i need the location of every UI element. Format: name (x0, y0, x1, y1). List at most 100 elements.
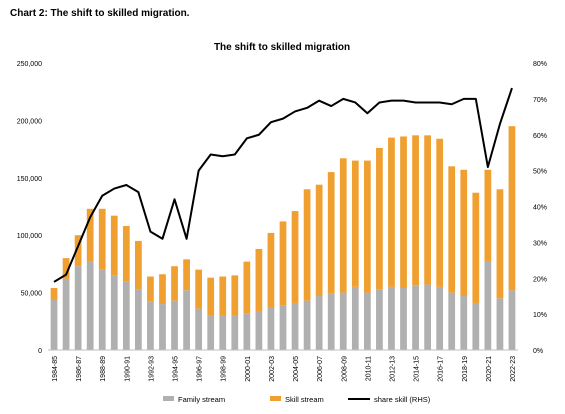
bar-skill-stream (159, 274, 166, 305)
bar-skill-stream (255, 248, 263, 311)
y-right-tick-label: 60% (533, 133, 547, 140)
bar-family-stream (376, 289, 383, 350)
bar-skill-stream (327, 172, 335, 294)
bar-skill-stream (50, 288, 58, 300)
x-axis: 1984-85 1986-87 1988-89 1990-91 1992-93 1994-… (52, 356, 517, 382)
bar-skill-stream (388, 137, 395, 287)
y-right-axis: 0% 10% 20% 30% 40% 50% 60% 70% 80% (533, 61, 547, 355)
y-left-tick-label: 200,000 (17, 118, 42, 125)
bar-skill-stream (376, 147, 383, 290)
chart-title: The shift to skilled migration (214, 42, 350, 53)
x-tick-label: 1988-89 (100, 356, 107, 382)
bar-family-stream (351, 286, 359, 350)
y-left-axis: 0 50,000 100,000 150,000 200,000 250,000 (17, 61, 42, 355)
bar-family-stream (412, 285, 419, 350)
bar-skill-stream (291, 211, 299, 303)
x-tick-label: 2008-09 (341, 356, 348, 382)
bar-skill-stream (472, 192, 480, 303)
bar-skill-stream (110, 215, 118, 276)
y-right-tick-label: 70% (533, 97, 547, 104)
y-right-tick-label: 30% (533, 240, 547, 247)
x-tick-label: 2004-05 (293, 356, 300, 382)
bar-family-stream (86, 261, 94, 350)
bar-skill-stream (424, 135, 431, 285)
chart-header-title: Chart 2: The shift to skilled migration. (10, 8, 190, 19)
bar-family-stream (496, 298, 504, 350)
bar-family-stream (207, 315, 215, 350)
legend-label: share skill (RHS) (374, 395, 431, 404)
bar-family-stream (50, 299, 58, 350)
x-tick-label: 2020-21 (486, 356, 493, 382)
bar-skill-stream (267, 232, 275, 308)
x-tick-label: 2018-19 (462, 356, 469, 382)
bar-family-stream (62, 278, 70, 350)
bar-family-stream (327, 293, 335, 350)
y-left-tick-label: 50,000 (21, 291, 43, 298)
y-left-tick-label: 150,000 (17, 176, 42, 183)
y-left-tick-label: 250,000 (17, 61, 42, 68)
bar-family-stream (159, 304, 166, 350)
bar-family-stream (484, 261, 492, 350)
bar-skill-stream (98, 208, 106, 270)
x-tick-label: 1998-99 (221, 356, 228, 382)
bar-family-stream (171, 300, 178, 350)
legend-label: Family stream (178, 395, 225, 404)
bar-family-stream (219, 315, 227, 350)
bar-family-stream (448, 292, 456, 350)
bar-family-stream (303, 300, 311, 350)
x-tick-label: 2000-01 (245, 356, 252, 382)
bar-family-stream (291, 302, 299, 350)
x-tick-label: 1994-95 (173, 356, 180, 382)
legend-swatch (163, 396, 174, 401)
bar-skill-stream (195, 269, 203, 309)
y-right-tick-label: 10% (533, 312, 547, 319)
bar-family-stream (122, 281, 130, 350)
bar-skill-stream (436, 138, 444, 287)
bar-skill-stream (315, 184, 323, 297)
y-right-tick-label: 50% (533, 169, 547, 176)
bar-family-stream (110, 275, 118, 350)
bar-family-stream (74, 266, 82, 350)
bar-family-stream (255, 310, 263, 350)
bar-family-stream (315, 296, 323, 350)
x-tick-label: 2014-15 (414, 356, 421, 382)
bar-skill-stream (400, 136, 407, 289)
legend: Family stream Skill stream share skill (RH… (163, 395, 431, 404)
bar-skill-stream (219, 276, 227, 316)
share-skill-line (53, 87, 513, 283)
bar-family-stream (436, 286, 444, 350)
bar-family-stream (460, 296, 468, 350)
bar-family-stream (243, 313, 251, 350)
bar-skill-stream (86, 208, 94, 262)
legend-label: Skill stream (285, 395, 324, 404)
x-tick-label: 1984-85 (52, 356, 59, 382)
bar-family-stream (363, 292, 371, 350)
bar-family-stream (424, 284, 431, 350)
y-left-tick-label: 0 (38, 348, 42, 355)
bar-family-stream (279, 305, 287, 350)
bar-family-stream (147, 301, 154, 350)
bar-skill-stream (231, 275, 239, 316)
bar-skill-stream (363, 160, 371, 293)
bar-family-stream (98, 269, 106, 350)
bar-skill-stream (339, 158, 347, 293)
bar-skill-stream (496, 189, 504, 299)
bar-skill-stream (279, 221, 287, 306)
legend-swatch (270, 396, 281, 401)
bar-skill-stream (147, 276, 154, 302)
x-tick-label: 1992-93 (148, 356, 155, 382)
y-right-tick-label: 80% (533, 61, 547, 68)
x-tick-label: 2010-11 (365, 356, 372, 381)
bar-family-stream (339, 292, 347, 350)
bar-family-stream (400, 288, 407, 350)
x-tick-label: 2002-03 (269, 356, 276, 382)
bar-skill-stream (460, 169, 468, 297)
bar-family-stream (195, 308, 203, 350)
bar-skill-stream (207, 277, 215, 316)
x-tick-label: 2016-17 (438, 356, 445, 382)
bar-family-stream (267, 307, 275, 350)
bar-skill-stream (448, 166, 456, 293)
bar-skill-stream (351, 160, 359, 287)
x-tick-label: 1986-87 (76, 356, 83, 382)
